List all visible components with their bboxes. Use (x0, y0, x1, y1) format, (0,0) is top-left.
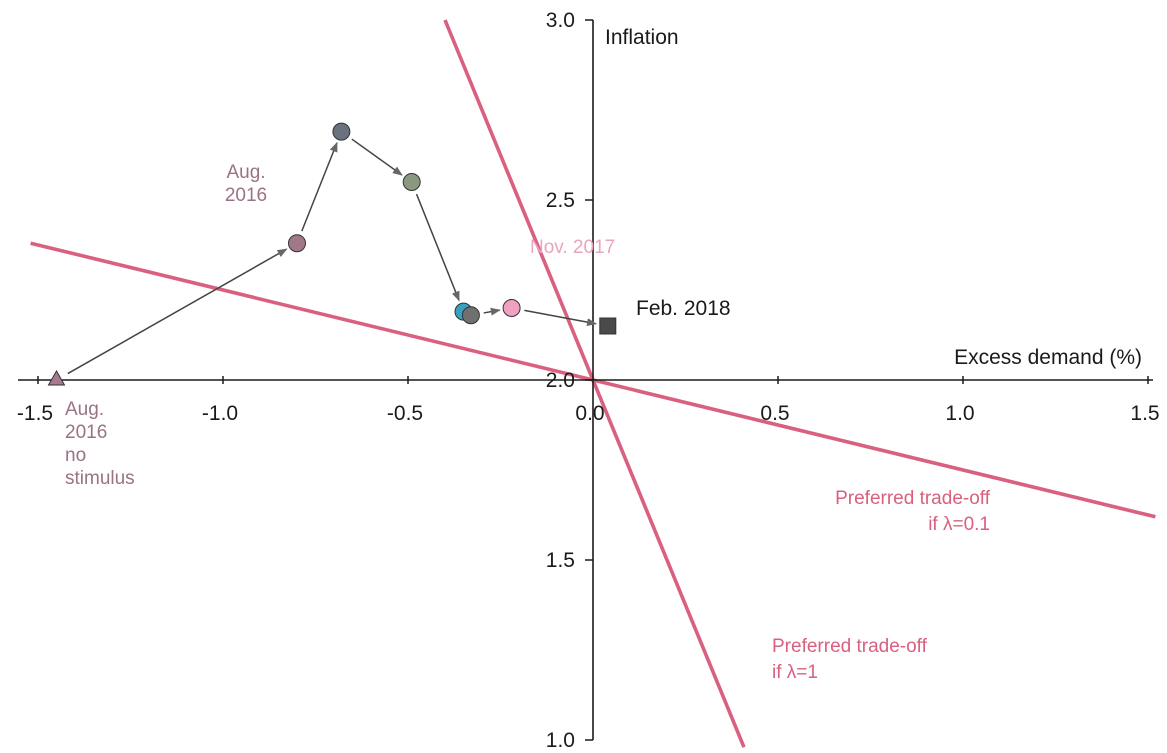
chart-labels: Aug. 2016 Aug. 2016 no stimulus Nov. 2017 Feb. … (65, 162, 991, 683)
data-point (402, 173, 421, 191)
path-arrows (67, 138, 597, 375)
annotation-nov-2017: Nov. 2017 (530, 237, 615, 258)
annotation-tradeoff-lambda-1: Preferred trade-off if λ=1 (772, 636, 928, 683)
x-tick-label: 1.5 (1130, 402, 1159, 425)
data-points (47, 122, 617, 386)
data-point (502, 299, 521, 317)
annotation-tradeoff-lambda-0-1: Preferred trade-off if λ=0.1 (835, 488, 991, 535)
x-tick-label: 0.5 (760, 402, 789, 425)
annotation-aug-2016: Aug. 2016 (225, 162, 267, 206)
data-point (461, 306, 480, 325)
axes: -1.5 -1.0 -0.5 0.0 0.5 1.0 1.5 1.0 1.5 2.0 2.5 3.0 I… (17, 9, 1160, 752)
x-tick-label: 0.0 (575, 402, 604, 425)
y-tick-label: 2.0 (546, 369, 575, 392)
y-tick-label: 3.0 (546, 9, 575, 32)
path-arrow (301, 141, 338, 232)
x-tick-label: -1.0 (202, 402, 238, 425)
x-axis-title: Excess demand (%) (954, 346, 1142, 369)
x-tick-label: -1.5 (17, 402, 53, 425)
tradeoff-line-lambda-1 (443, 19, 746, 748)
annotation-feb-2018: Feb. 2018 (636, 297, 731, 320)
annotation-aug-2016-no-stimulus: Aug. 2016 no stimulus (65, 399, 135, 489)
path-arrow (524, 309, 597, 327)
path-arrow (351, 138, 403, 176)
path-arrow (67, 248, 288, 375)
y-tick-label: 1.5 (546, 549, 575, 572)
y-axis-title: Inflation (605, 26, 679, 49)
data-point-square (599, 317, 617, 335)
path-arrow (483, 307, 501, 316)
y-tick-label: 2.5 (546, 189, 575, 212)
data-point (288, 234, 306, 253)
x-tick-label: 1.0 (945, 402, 974, 425)
data-point (332, 122, 351, 141)
x-tick-label: -0.5 (387, 402, 423, 425)
path-arrow (415, 193, 460, 302)
data-point-triangle (47, 369, 66, 386)
y-tick-label: 1.0 (546, 729, 575, 752)
